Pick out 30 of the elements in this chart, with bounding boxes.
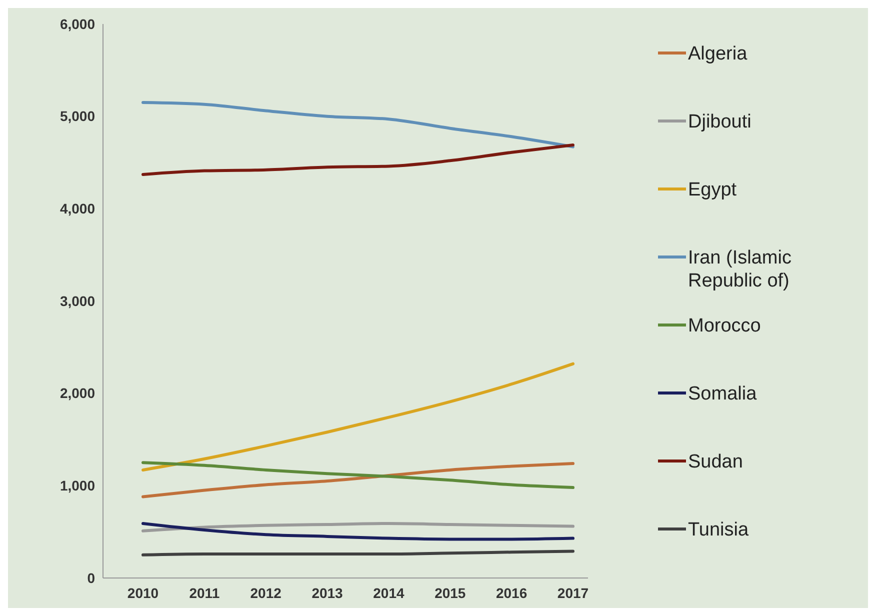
x-tick-label: 2012 (250, 585, 282, 601)
legend-label: Iran (Islamic Republic of) (688, 248, 792, 292)
legend-label: Tunisia (688, 520, 749, 541)
line-series (142, 143, 574, 176)
x-tick-label: 2014 (373, 585, 404, 601)
line-series (142, 461, 574, 490)
x-tick-label: 2010 (127, 585, 159, 601)
y-tick-label: 2,000 (60, 385, 96, 402)
line-series (142, 462, 574, 498)
line-series (142, 362, 574, 472)
legend-label: Djibouti (688, 112, 752, 133)
x-tick-label: 2011 (189, 585, 220, 601)
x-tick-label: 2016 (496, 585, 528, 601)
x-tick-label: 2013 (312, 585, 344, 601)
legend-label: Somalia (688, 384, 758, 405)
line-series (142, 522, 574, 541)
legend-label: Morocco (688, 316, 761, 337)
legend-label: Sudan (688, 452, 743, 473)
y-tick-label: 6,000 (60, 16, 96, 32)
line-series (142, 100, 574, 148)
legend-label: Egypt (688, 180, 738, 201)
y-tick-label: 3,000 (60, 292, 96, 309)
y-tick-label: 0 (87, 570, 96, 586)
y-tick-label: 5,000 (60, 108, 96, 124)
x-tick-label: 2017 (557, 585, 589, 601)
legend-label: Algeria (688, 44, 748, 65)
y-tick-label: 4,000 (60, 200, 96, 217)
line-series (142, 522, 574, 532)
y-tick-label: 1,000 (60, 478, 96, 494)
x-tick-label: 2015 (434, 585, 466, 601)
